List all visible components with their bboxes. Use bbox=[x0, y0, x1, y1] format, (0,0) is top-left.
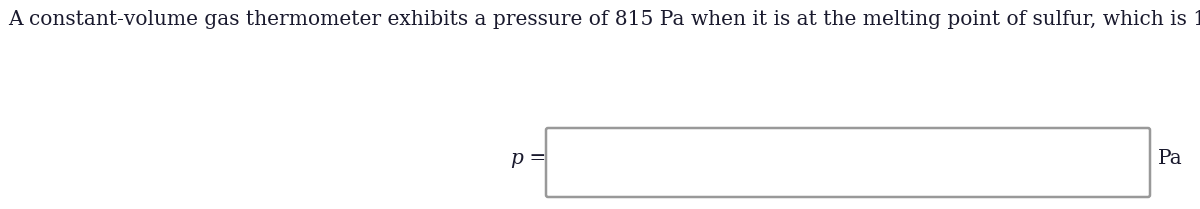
Text: =: = bbox=[523, 149, 546, 167]
Text: A constant-volume gas thermometer exhibits a pressure of 815 Pa when it is at th: A constant-volume gas thermometer exhibi… bbox=[8, 10, 1200, 29]
FancyBboxPatch shape bbox=[546, 128, 1150, 197]
Text: Pa: Pa bbox=[1158, 149, 1183, 167]
Text: p: p bbox=[510, 149, 523, 167]
